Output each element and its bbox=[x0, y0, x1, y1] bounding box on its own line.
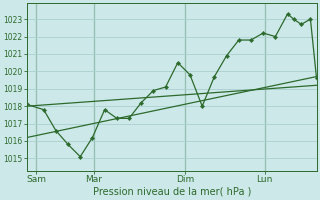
X-axis label: Pression niveau de la mer( hPa ): Pression niveau de la mer( hPa ) bbox=[92, 187, 251, 197]
